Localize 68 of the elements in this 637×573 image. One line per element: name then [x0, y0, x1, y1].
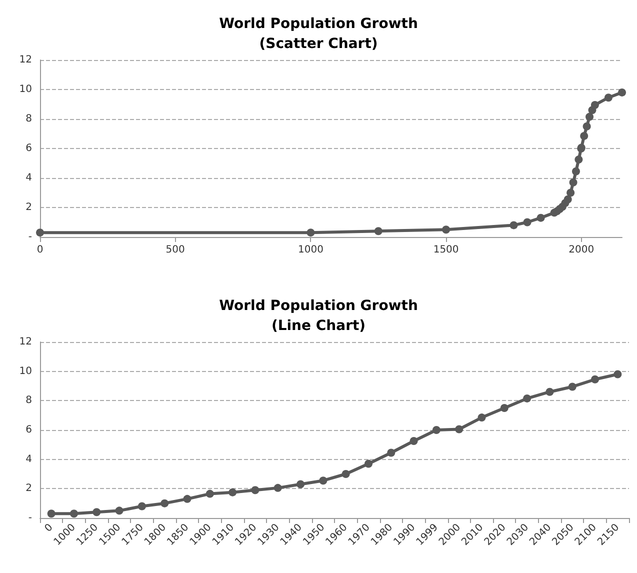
- y-tick-label: 8: [26, 395, 32, 406]
- x-tick-label: 1500: [433, 244, 459, 256]
- y-tick-label: 4: [26, 454, 32, 465]
- y-tick-label: -: [28, 232, 32, 242]
- point: [510, 221, 518, 230]
- point: [523, 218, 532, 226]
- y-tick-label: 12: [19, 336, 32, 348]
- point: [206, 490, 214, 498]
- point: [251, 486, 260, 494]
- point: [478, 414, 486, 422]
- point: [604, 94, 612, 102]
- point: [342, 470, 350, 478]
- point: [614, 370, 622, 378]
- point: [574, 156, 583, 164]
- point: [138, 502, 146, 510]
- point: [228, 488, 237, 496]
- y-tick-label: 6: [26, 424, 32, 436]
- point: [546, 388, 554, 396]
- point: [586, 112, 594, 121]
- point: [580, 132, 588, 140]
- point: [590, 100, 599, 109]
- chart-title: World Population Growth: [219, 16, 418, 32]
- point: [70, 510, 78, 518]
- x-tick-label: 0: [42, 522, 56, 534]
- x-tick-label: 2000: [568, 244, 594, 256]
- point: [296, 480, 305, 488]
- point: [183, 494, 192, 503]
- point: [306, 228, 315, 237]
- point: [274, 484, 282, 492]
- point: [387, 448, 396, 457]
- point: [591, 375, 600, 384]
- point: [582, 122, 591, 130]
- point: [500, 404, 508, 412]
- point: [618, 88, 626, 96]
- y-tick-label: 2: [26, 202, 32, 213]
- point: [523, 394, 532, 402]
- point: [572, 167, 580, 176]
- point: [115, 506, 124, 515]
- point: [374, 227, 382, 236]
- x-tick-label: 0: [36, 244, 44, 256]
- point: [319, 476, 328, 485]
- point: [568, 382, 576, 391]
- chart-title: World Population Growth: [219, 298, 418, 314]
- point: [92, 508, 101, 516]
- y-tick-label: 6: [26, 143, 32, 154]
- point: [160, 499, 169, 508]
- point: [47, 510, 56, 518]
- point: [566, 188, 575, 197]
- point: [410, 437, 418, 445]
- point: [432, 426, 440, 434]
- point: [442, 226, 450, 234]
- point: [364, 460, 372, 468]
- chart-subtitle: (Scatter Chart): [259, 36, 378, 52]
- x-tick-label: 500: [166, 244, 185, 256]
- x-tick-label: 1000: [298, 244, 324, 256]
- y-tick-label: -: [28, 512, 32, 524]
- y-tick-label: 8: [26, 114, 32, 124]
- point: [536, 214, 545, 222]
- chart-subtitle: (Line Chart): [271, 318, 366, 334]
- y-tick-label: 10: [19, 366, 32, 377]
- y-tick-label: 10: [19, 84, 32, 95]
- y-tick-label: 4: [26, 172, 32, 184]
- point: [569, 178, 578, 186]
- point: [564, 195, 572, 204]
- y-tick-label: 12: [19, 54, 32, 66]
- point: [36, 228, 44, 237]
- point: [455, 425, 464, 434]
- y-tick-label: 2: [26, 483, 32, 494]
